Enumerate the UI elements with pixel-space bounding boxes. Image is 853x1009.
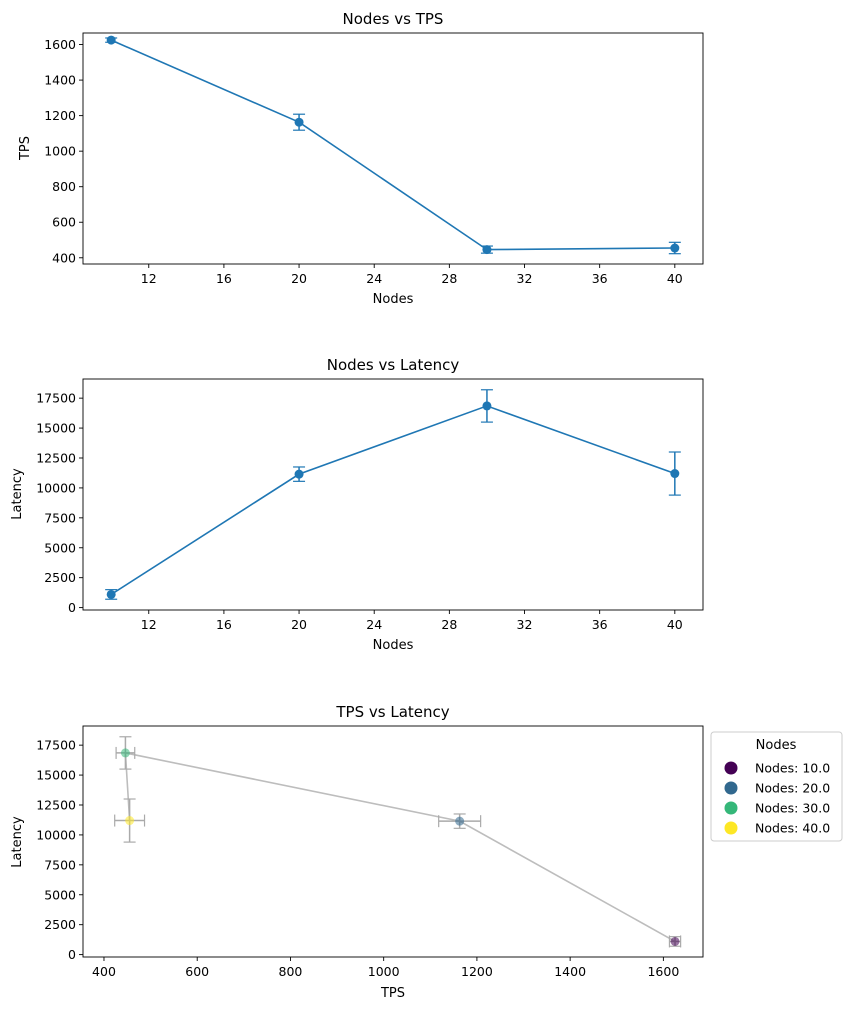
y-tick-label: 7500: [44, 857, 76, 872]
legend-marker: [724, 801, 738, 815]
legend-frame: [710, 731, 843, 842]
y-tick-label: 17500: [36, 391, 76, 406]
x-axis-label: Nodes: [373, 292, 414, 307]
legend-entry-label: Nodes: 40.0: [755, 821, 830, 836]
y-tick-label: 2500: [44, 570, 76, 585]
x-tick-label: 32: [517, 617, 533, 632]
x-tick-label: 20: [291, 271, 307, 286]
x-tick-label: 24: [366, 271, 382, 286]
x-tick-label: 600: [185, 964, 209, 979]
y-axis-label: Latency: [10, 468, 25, 520]
chart-title: Nodes vs Latency: [327, 356, 460, 374]
legend-entry-label: Nodes: 10.0: [755, 761, 830, 776]
data-point: [670, 243, 680, 253]
legend-marker: [724, 781, 738, 795]
x-tick-label: 28: [441, 617, 457, 632]
x-tick-label: 20: [291, 617, 307, 632]
y-tick-label: 2500: [44, 917, 76, 932]
legend-marker: [724, 821, 738, 835]
axes-frame: [82, 32, 704, 265]
chart-tps-vs-latency: TPS vs Latency TPS Latency Nodes Nodes: …: [10, 703, 843, 1001]
x-tick-label: 400: [92, 964, 116, 979]
x-tick-label: 40: [667, 271, 683, 286]
y-tick-label: 1000: [44, 144, 76, 159]
y-tick-label: 1600: [44, 37, 76, 52]
y-tick-label: 17500: [36, 738, 76, 753]
data-point: [482, 245, 492, 255]
chart-title: TPS vs Latency: [335, 703, 449, 721]
x-tick-label: 24: [366, 617, 382, 632]
data-point: [294, 117, 304, 127]
y-axis-label: Latency: [10, 816, 25, 868]
data-point: [670, 936, 680, 946]
y-tick-label: 7500: [44, 510, 76, 525]
y-tick-label: 1400: [44, 73, 76, 88]
data-point: [294, 469, 304, 479]
data-point: [120, 748, 130, 758]
x-tick-label: 16: [216, 271, 232, 286]
chart-nodes-vs-tps: Nodes vs TPS Nodes TPS 12 16 20 24 28 32 36 40 4…: [18, 10, 704, 307]
series-line: [110, 39, 675, 251]
x-tick-label: 16: [216, 617, 232, 632]
y-tick-label: 1200: [44, 108, 76, 123]
x-tick-label: 1400: [554, 964, 586, 979]
legend-title: Nodes: [756, 738, 797, 753]
y-tick-label: 15000: [36, 768, 76, 783]
x-tick-label: 40: [667, 617, 683, 632]
y-tick-label: 10000: [36, 480, 76, 495]
x-tick-label: 1600: [647, 964, 679, 979]
data-point: [670, 469, 680, 479]
series-line: [110, 405, 676, 596]
y-tick-label: 400: [52, 250, 76, 265]
x-tick-label: 1000: [368, 964, 400, 979]
axes-frame: [82, 378, 704, 611]
x-tick-label: 32: [517, 271, 533, 286]
x-tick-label: 12: [141, 617, 157, 632]
data-point: [106, 35, 116, 45]
x-tick-label: 36: [592, 271, 608, 286]
data-point: [125, 816, 135, 826]
y-tick-label: 12500: [36, 797, 76, 812]
y-tick-label: 800: [52, 179, 76, 194]
x-tick-label: 28: [441, 271, 457, 286]
legend-entry-label: Nodes: 30.0: [755, 801, 830, 816]
data-point: [106, 589, 116, 599]
legend: Nodes Nodes: 10.0 Nodes: 20.0 Nodes: 30.0 N…: [710, 731, 843, 842]
x-axis-label: TPS: [380, 986, 405, 1001]
series-line: [124, 751, 676, 943]
x-tick-label: 36: [592, 617, 608, 632]
y-tick-label: 5000: [44, 540, 76, 555]
y-tick-label: 12500: [36, 450, 76, 465]
y-tick-label: 5000: [44, 887, 76, 902]
x-tick-label: 12: [141, 271, 157, 286]
y-tick-label: 10000: [36, 827, 76, 842]
y-tick-label: 0: [68, 600, 76, 615]
legend-marker: [724, 761, 738, 775]
y-tick-label: 0: [68, 947, 76, 962]
axes-frame: [82, 725, 704, 958]
data-point: [455, 816, 465, 826]
y-tick-label: 15000: [36, 421, 76, 436]
y-tick-label: 600: [52, 215, 76, 230]
chart-nodes-vs-latency: Nodes vs Latency Nodes Latency 12 16 20 24 2…: [10, 356, 704, 653]
legend-entry-label: Nodes: 20.0: [755, 781, 830, 796]
x-axis-label: Nodes: [373, 638, 414, 653]
y-axis-label: TPS: [18, 136, 33, 161]
chart-title: Nodes vs TPS: [343, 10, 444, 28]
x-tick-label: 800: [279, 964, 303, 979]
data-point: [482, 401, 492, 411]
x-tick-label: 1200: [461, 964, 493, 979]
